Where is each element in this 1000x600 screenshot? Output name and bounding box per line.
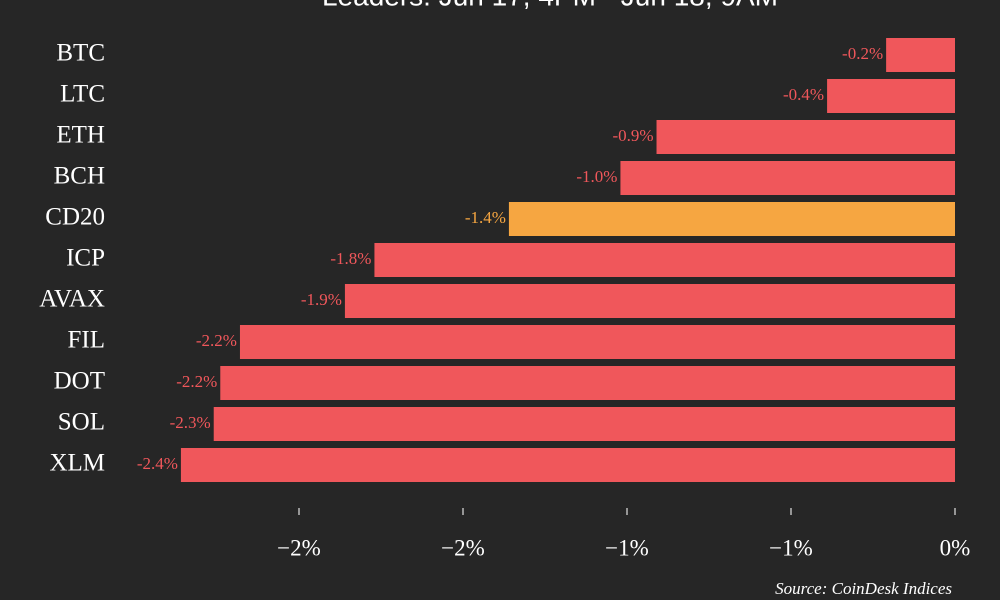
bar [220,366,955,400]
value-label: -2.2% [176,372,217,391]
category-label: DOT [54,368,105,395]
value-label: -0.2% [842,44,883,63]
bar [827,79,955,113]
category-label: ICP [66,245,105,272]
value-label: -0.4% [783,85,824,104]
category-label: SOL [58,409,105,436]
x-tick-label: −1% [769,535,813,560]
category-label: BTC [56,40,105,67]
value-label: -1.4% [465,208,506,227]
bar [886,38,955,72]
value-label: -2.3% [170,413,211,432]
source-note: Source: CoinDesk Indices [775,579,952,598]
value-label: -2.2% [196,331,237,350]
value-label: -1.8% [330,249,371,268]
value-label: -1.0% [576,167,617,186]
value-label: -0.9% [612,126,653,145]
category-label: LTC [60,81,105,108]
value-label: -1.9% [301,290,342,309]
value-label: -2.4% [137,454,178,473]
bar [239,325,955,359]
category-label: ETH [56,122,105,149]
category-label: XLM [49,450,105,477]
bar [213,407,956,441]
bar [344,284,955,318]
bar [374,243,955,277]
bar [508,202,955,236]
x-tick-label: 0% [940,535,971,560]
x-tick-label: −1% [605,535,649,560]
category-label: AVAX [39,286,105,313]
bar [656,120,955,154]
bar [620,161,955,195]
x-tick-label: −2% [277,535,321,560]
chart-title: Leaders: Jun 17, 4PM - Jun 18, 9AM [322,0,778,11]
category-label: BCH [54,163,105,190]
bar [180,448,956,482]
category-label: FIL [68,327,106,354]
x-tick-label: −2% [441,535,485,560]
category-label: CD20 [45,204,105,231]
